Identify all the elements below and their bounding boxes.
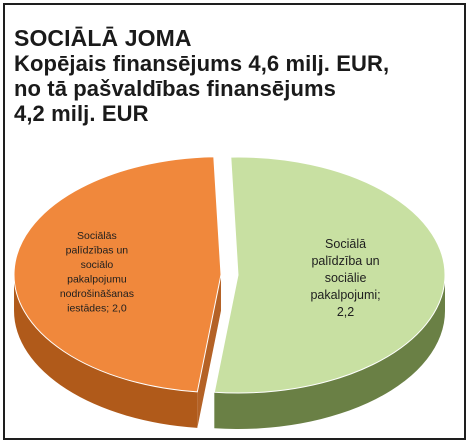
title-line-1: SOCIĀLĀ JOMA bbox=[14, 25, 192, 51]
slice-1-label: Sociālā palīdzība un sociālie pakalpojumi; 2… bbox=[310, 237, 380, 319]
slice-1-wall bbox=[214, 275, 445, 429]
slice-2-label-line: palīdzības un bbox=[66, 245, 129, 257]
title-line-2: Kopējais finansējums 4,6 milj. EUR, bbox=[14, 51, 390, 76]
slice-2-top bbox=[13, 156, 222, 393]
slice-2-label-line: nodrošināšanas bbox=[60, 288, 134, 300]
slice-1-label-line: sociālie bbox=[325, 271, 367, 285]
title-line-3: no tā pašvaldības finansējums bbox=[14, 76, 336, 101]
slice-2-label-line: pakalpojumu bbox=[67, 274, 127, 286]
slice-1-label-line: palīdzība un bbox=[311, 254, 379, 268]
slice-1-label-line: 2,2 bbox=[337, 305, 354, 319]
slice-2-label-line: sociālo bbox=[81, 259, 114, 271]
slice-2-wall bbox=[14, 274, 198, 428]
slice-2-cut-face bbox=[197, 274, 222, 428]
slice-2-label-line: iestādes; 2,0 bbox=[67, 303, 127, 315]
slice-1-label-line: pakalpojumi; bbox=[310, 288, 380, 302]
slice-1-label-line: Sociālā bbox=[325, 237, 366, 251]
slice-1-top bbox=[213, 156, 446, 394]
slice-2-label: Sociālās palīdzības un sociālo pakalpojumu n… bbox=[60, 230, 134, 314]
slice-2-label-line: Sociālās bbox=[77, 230, 117, 242]
title-line-4: 4,2 milj. EUR bbox=[14, 101, 149, 126]
chart-title: SOCIĀLĀ JOMA Kopējais finansējums 4,6 mi… bbox=[14, 25, 390, 127]
